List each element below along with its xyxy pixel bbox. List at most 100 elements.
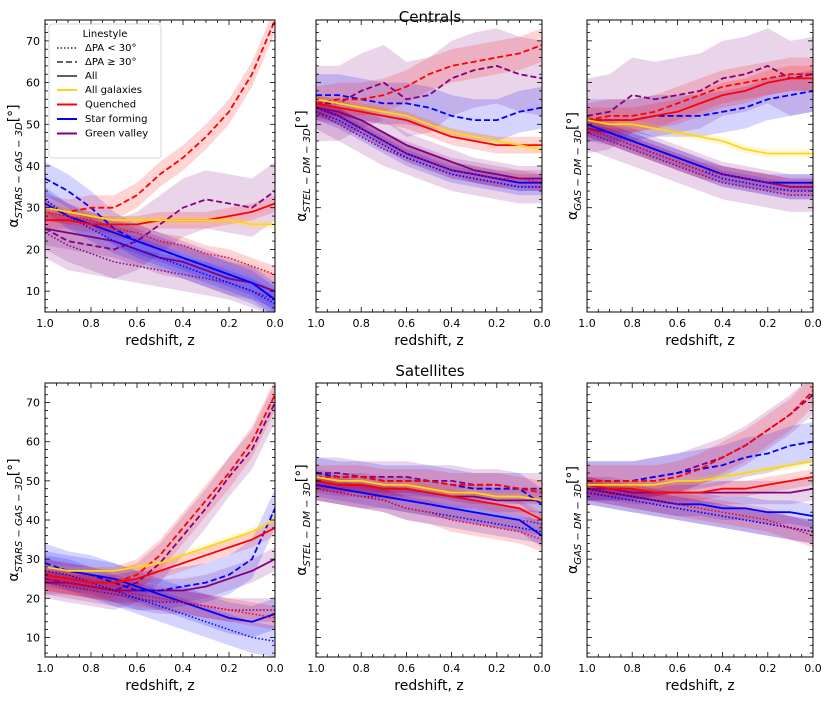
band-star-forming-dashed <box>587 70 813 141</box>
x-tick-label: 1.0 <box>578 662 596 675</box>
band-green-valley-dotted <box>587 115 813 212</box>
series-line-star-forming-dashed <box>316 94 542 121</box>
x-tick-label: 0.6 <box>398 662 416 675</box>
x-tick-label: 0.6 <box>398 317 416 330</box>
series-line-star-forming-dashed <box>45 177 275 301</box>
band-green-valley-dotted <box>45 216 275 312</box>
y-label-symbol: α <box>294 212 310 221</box>
plot-area <box>316 457 542 552</box>
series-line-green-valley-dashed <box>587 65 813 117</box>
y-axis-label: αSTARS − GAS − 3D[°] <box>6 104 25 227</box>
band-quenched-dashed <box>45 20 275 225</box>
series-line-quenched-dotted <box>316 487 542 541</box>
band-green-valley-dashed <box>316 28 542 141</box>
band-quenched-dotted <box>587 476 813 548</box>
series-line-star-forming-dotted <box>45 570 275 643</box>
series-line-quenched-solid <box>587 476 813 494</box>
y-label-subscript: STEL − DM − 3D <box>302 482 313 567</box>
band-quenched-dotted <box>587 120 813 196</box>
plot-area <box>587 383 813 548</box>
series-line-all-galaxies-solid <box>316 98 542 151</box>
x-tick-label: 0.6 <box>669 662 687 675</box>
y-label-subscript: STARS − GAS − 3D <box>14 476 25 572</box>
band-star-forming-dashed <box>316 74 542 141</box>
plot-area <box>45 20 275 312</box>
series-line-all-galaxies-solid <box>45 206 275 226</box>
series-line-quenched-solid <box>587 77 813 121</box>
x-tick-label: 0.8 <box>352 662 370 675</box>
plot-area <box>316 28 542 204</box>
series-line-quenched-dotted <box>587 127 813 188</box>
band-star-forming-solid <box>45 191 275 312</box>
series-line-green-valley-solid <box>316 106 542 180</box>
y-label-unit: [°] <box>294 110 310 128</box>
band-green-valley-dashed <box>587 383 813 501</box>
x-tick-label: 0.4 <box>174 662 192 675</box>
band-green-valley-solid <box>45 211 275 308</box>
band-all-galaxies-solid <box>45 203 275 229</box>
x-tick-label: 0.0 <box>804 317 822 330</box>
series-line-quenched-dashed <box>45 20 275 213</box>
series-line-star-forming-solid <box>587 123 813 184</box>
legend-box <box>48 23 162 159</box>
legend-label-green-valley: Green valley <box>85 129 148 140</box>
band-green-valley-dotted <box>316 476 542 536</box>
x-axis-label: redshift, z <box>125 333 194 349</box>
y-label-unit: [°] <box>6 458 22 476</box>
x-tick-label: 1.0 <box>36 662 54 675</box>
y-tick-label: 40 <box>26 514 40 527</box>
y-tick-label: 60 <box>26 436 40 449</box>
x-tick-label: 0.6 <box>669 317 687 330</box>
x-axis-label: redshift, z <box>665 678 734 694</box>
panel-satellite-gas-dm: 1.0 0.8 0.6 0.4 0.2 0.0 redshift, z αGAS − DM −… <box>565 382 822 694</box>
series-line-all-galaxies-solid <box>587 119 813 155</box>
series-line-quenched-dotted <box>316 106 542 184</box>
x-tick-label: 1.0 <box>578 317 596 330</box>
x-tick-label: 0.0 <box>533 662 551 675</box>
y-tick-label: 30 <box>26 553 40 566</box>
y-tick-label: 10 <box>26 285 40 298</box>
x-axis-label: redshift, z <box>394 333 463 349</box>
x-tick-label: 0.4 <box>714 662 732 675</box>
series-line-green-valley-dotted <box>45 581 275 611</box>
series-line-all-galaxies-solid <box>587 460 813 486</box>
y-label-symbol: α <box>565 211 581 220</box>
x-tick-label: 0.2 <box>220 662 238 675</box>
band-green-valley-dashed <box>45 383 275 610</box>
band-green-valley-dotted <box>587 480 813 544</box>
band-star-forming-dotted <box>587 480 813 544</box>
series-line-quenched-dotted <box>45 211 275 276</box>
band-star-forming-dotted <box>45 555 275 657</box>
band-quenched-solid <box>45 195 275 233</box>
panel-satellite-stel-dm: 1.0 0.8 0.6 0.4 0.2 0.0 redshift, z αSTEL − DM … <box>294 382 551 694</box>
band-quenched-dashed <box>45 383 275 599</box>
band-quenched-dashed <box>587 57 813 137</box>
row-title-satellites: Satellites <box>395 362 464 380</box>
x-axis-label: redshift, z <box>394 678 463 694</box>
panel-central-stel-dm: 1.0 0.8 0.6 0.4 0.2 0.0 redshift, z αSTEL − DM … <box>294 19 551 349</box>
legend-label-dotted: ΔPA < 30° <box>85 43 137 54</box>
series-line-quenched-dashed <box>316 44 542 105</box>
band-green-valley-solid <box>587 476 813 505</box>
x-tick-label: 1.0 <box>307 662 325 675</box>
y-label-symbol: α <box>6 218 22 227</box>
x-tick-label: 0.8 <box>623 662 641 675</box>
y-axis-label: αSTEL − DM − 3D[°] <box>294 464 313 575</box>
y-label-unit: [°] <box>565 466 581 484</box>
series-line-quenched-dashed <box>587 390 813 482</box>
y-tick-label: 60 <box>26 77 40 90</box>
series-line-quenched-solid <box>316 480 542 521</box>
band-green-valley-solid <box>316 95 542 191</box>
y-axis-label: αGAS − DM − 3D[°] <box>565 466 584 574</box>
series-line-quenched-dotted <box>45 577 275 619</box>
band-green-valley-solid <box>316 469 542 513</box>
x-tick-label: 0.8 <box>82 662 100 675</box>
y-axis-label: αSTARS − GAS − 3D[°] <box>6 458 25 581</box>
y-label-unit: [°] <box>6 104 22 122</box>
y-tick-label: 50 <box>26 475 40 488</box>
series-line-star-forming-solid <box>587 487 813 517</box>
x-tick-label: 0.6 <box>128 317 146 330</box>
x-tick-label: 0.8 <box>82 317 100 330</box>
x-tick-label: 0.0 <box>266 662 284 675</box>
